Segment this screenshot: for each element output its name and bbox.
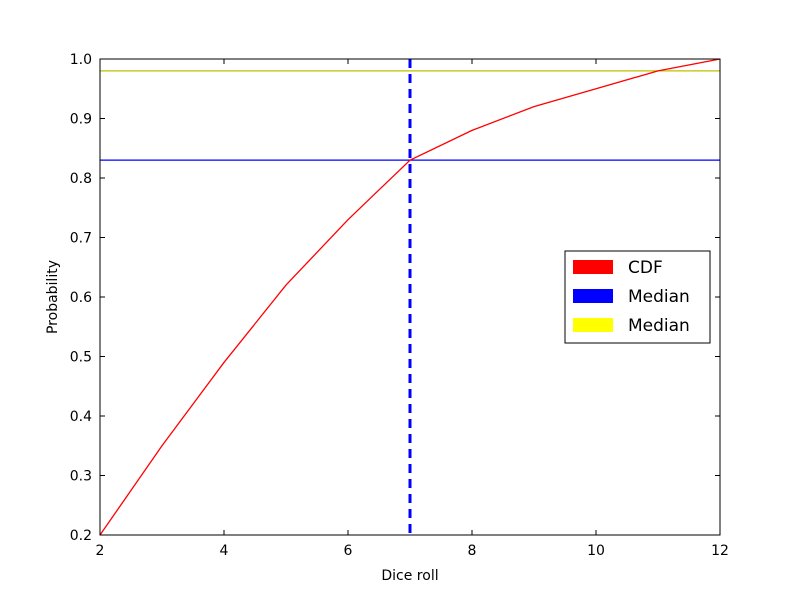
legend-swatch-cdf [573,260,613,274]
y-axis-label: Probability [45,260,61,334]
x-axis-label: Dice roll [381,568,438,584]
y-tick-label-4: 0.6 [70,290,92,306]
legend-label-median-blue: Median [628,287,690,307]
y-tick-label-7: 0.9 [70,112,92,128]
x-tick-label-2: 6 [344,543,353,559]
x-tick-label-3: 8 [468,543,477,559]
legend-label-cdf: CDF [628,258,663,278]
y-tick-label-8: 1.0 [70,52,92,68]
y-tick-label-0: 0.2 [70,528,92,544]
x-tick-label-1: 4 [220,543,229,559]
y-tick-label-6: 0.8 [70,171,92,187]
y-tick-label-3: 0.5 [70,350,92,366]
plot-frame [99,58,721,536]
legend-swatch-median-blue [573,289,613,303]
y-tick-label-1: 0.3 [70,469,92,485]
x-tick-label-4: 10 [587,543,605,559]
legend: CDF Median Median [564,250,711,344]
y-tick-label-2: 0.4 [70,409,92,425]
x-tick-label-0: 2 [96,543,105,559]
legend-swatch-median-yellow [573,318,613,332]
x-tick-label-5: 12 [711,543,729,559]
lines-layer [99,58,721,536]
ticks-layer: 2 4 6 8 10 12 0.2 0.3 0.4 0.5 0.6 0.7 0.8 0.9 1.0 [70,52,729,559]
y-tick-label-5: 0.7 [70,231,92,247]
legend-label-median-yellow: Median [628,316,690,336]
